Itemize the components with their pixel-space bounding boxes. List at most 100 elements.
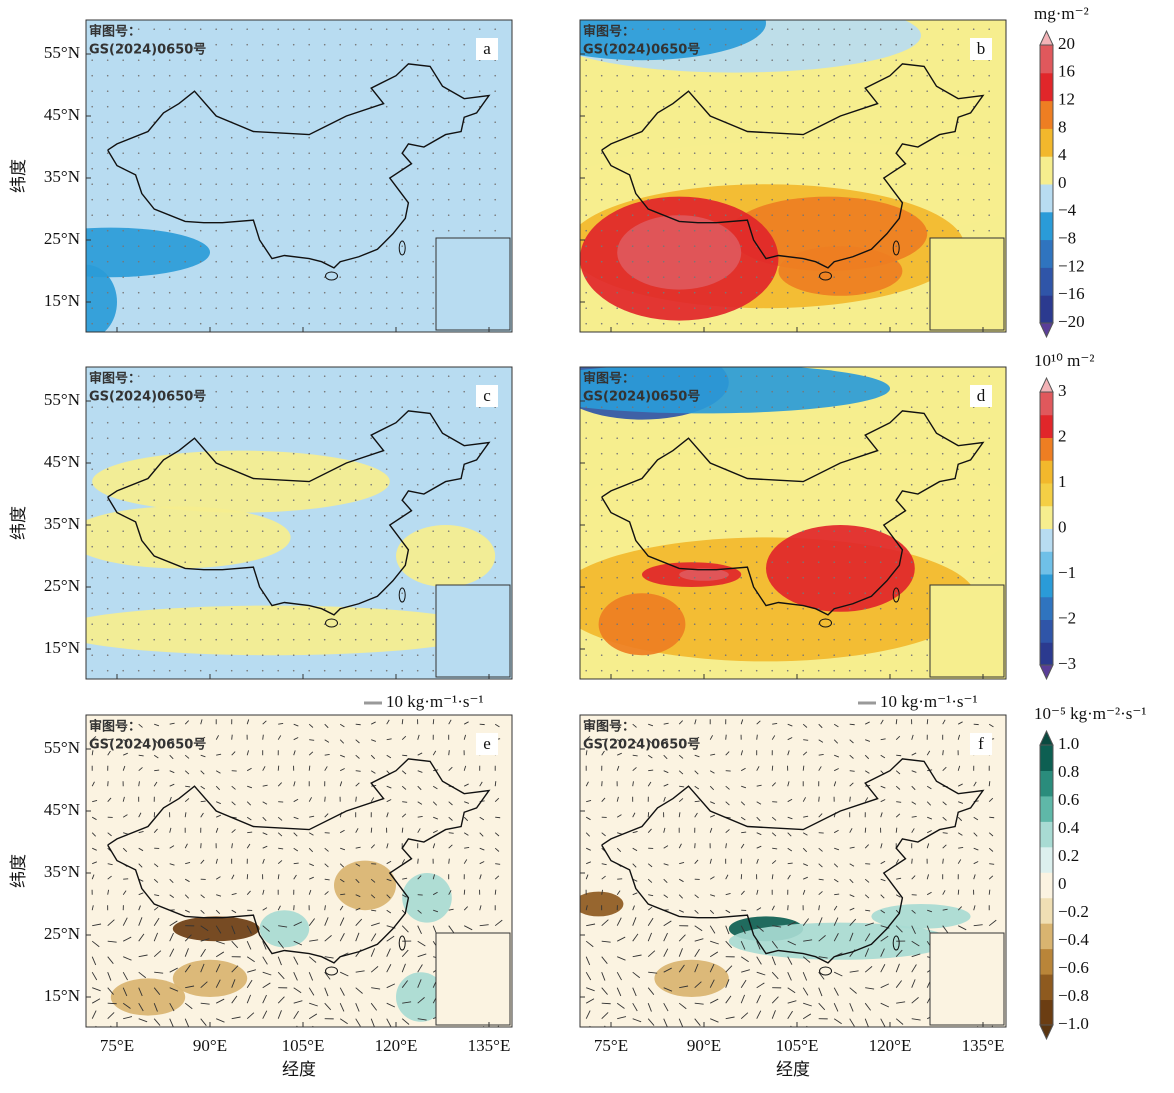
grid-dot	[277, 121, 279, 123]
grid-dot	[370, 338, 372, 340]
grid-dot	[215, 422, 217, 424]
grid-dot	[725, 530, 727, 532]
grid-dot	[448, 28, 450, 30]
grid-dot	[122, 484, 124, 486]
grid-dot	[215, 338, 217, 340]
grid-dot	[818, 654, 820, 656]
grid-dot	[370, 375, 372, 377]
grid-dot	[880, 292, 882, 294]
grid-dot	[417, 406, 419, 408]
grid-dot	[585, 214, 587, 216]
grid-dot	[262, 530, 264, 532]
grid-dot	[463, 375, 465, 377]
grid-dot	[694, 168, 696, 170]
wind-vector	[726, 1034, 733, 1040]
grid-dot	[616, 183, 618, 185]
grid-dot	[277, 561, 279, 563]
grid-dot	[122, 307, 124, 309]
grid-dot	[601, 670, 603, 672]
grid-dot	[432, 168, 434, 170]
grid-dot	[802, 422, 804, 424]
grid-dot	[616, 276, 618, 278]
grid-dot	[246, 323, 248, 325]
grid-dot	[432, 28, 434, 30]
grid-dot	[756, 276, 758, 278]
grid-dot	[880, 199, 882, 201]
grid-dot	[864, 685, 866, 687]
grid-dot	[401, 183, 403, 185]
grid-dot	[91, 685, 93, 687]
panel-label: f	[978, 734, 984, 753]
grid-dot	[169, 137, 171, 139]
grid-dot	[585, 623, 587, 625]
grid-dot	[153, 530, 155, 532]
grid-dot	[864, 530, 866, 532]
grid-dot	[601, 292, 603, 294]
grid-dot	[771, 121, 773, 123]
grid-dot	[432, 338, 434, 340]
grid-dot	[616, 90, 618, 92]
grid-dot	[153, 152, 155, 154]
grid-dot	[663, 422, 665, 424]
grid-dot	[740, 137, 742, 139]
grid-dot	[957, 437, 959, 439]
grid-dot	[494, 230, 496, 232]
grid-dot	[647, 75, 649, 77]
grid-dot	[417, 623, 419, 625]
grid-dot	[585, 468, 587, 470]
grid-dot	[324, 375, 326, 377]
grid-dot	[169, 261, 171, 263]
grid-dot	[616, 121, 618, 123]
grid-dot	[200, 654, 202, 656]
grid-dot	[616, 245, 618, 247]
grid-dot	[107, 685, 109, 687]
grid-dot	[494, 152, 496, 154]
grid-dot	[370, 422, 372, 424]
grid-dot	[479, 230, 481, 232]
grid-dot	[849, 106, 851, 108]
grid-dot	[585, 323, 587, 325]
grid-dot	[880, 437, 882, 439]
grid-dot	[647, 577, 649, 579]
grid-dot	[215, 530, 217, 532]
grid-dot	[849, 199, 851, 201]
grid-dot	[262, 292, 264, 294]
grid-dot	[479, 121, 481, 123]
grid-dot	[585, 75, 587, 77]
grid-dot	[386, 639, 388, 641]
grid-dot	[355, 592, 357, 594]
grid-dot	[355, 214, 357, 216]
grid-dot	[122, 323, 124, 325]
grid-dot	[973, 199, 975, 201]
grid-dot	[324, 292, 326, 294]
grid-dot	[386, 561, 388, 563]
grid-dot	[324, 685, 326, 687]
grid-dot	[833, 468, 835, 470]
grid-dot	[277, 276, 279, 278]
panel-label: b	[977, 39, 986, 58]
grid-dot	[895, 391, 897, 393]
grid-dot	[91, 530, 93, 532]
grid-dot	[911, 307, 913, 309]
grid-dot	[756, 608, 758, 610]
lat-tick-label: 25°N	[44, 229, 80, 248]
colorbar-cell	[1040, 295, 1053, 323]
grid-dot	[616, 685, 618, 687]
grid-dot	[432, 261, 434, 263]
grid-dot	[200, 453, 202, 455]
grid-dot	[601, 422, 603, 424]
grid-dot	[370, 214, 372, 216]
grid-dot	[324, 639, 326, 641]
grid-dot	[91, 639, 93, 641]
grid-dot	[401, 654, 403, 656]
grid-dot	[740, 230, 742, 232]
grid-dot	[91, 106, 93, 108]
grid-dot	[957, 546, 959, 548]
colorbar-label: 1.0	[1058, 734, 1079, 753]
grid-dot	[911, 152, 913, 154]
grid-dot	[833, 90, 835, 92]
grid-dot	[756, 59, 758, 61]
grid-dot	[122, 639, 124, 641]
grid-dot	[694, 214, 696, 216]
grid-dot	[647, 437, 649, 439]
